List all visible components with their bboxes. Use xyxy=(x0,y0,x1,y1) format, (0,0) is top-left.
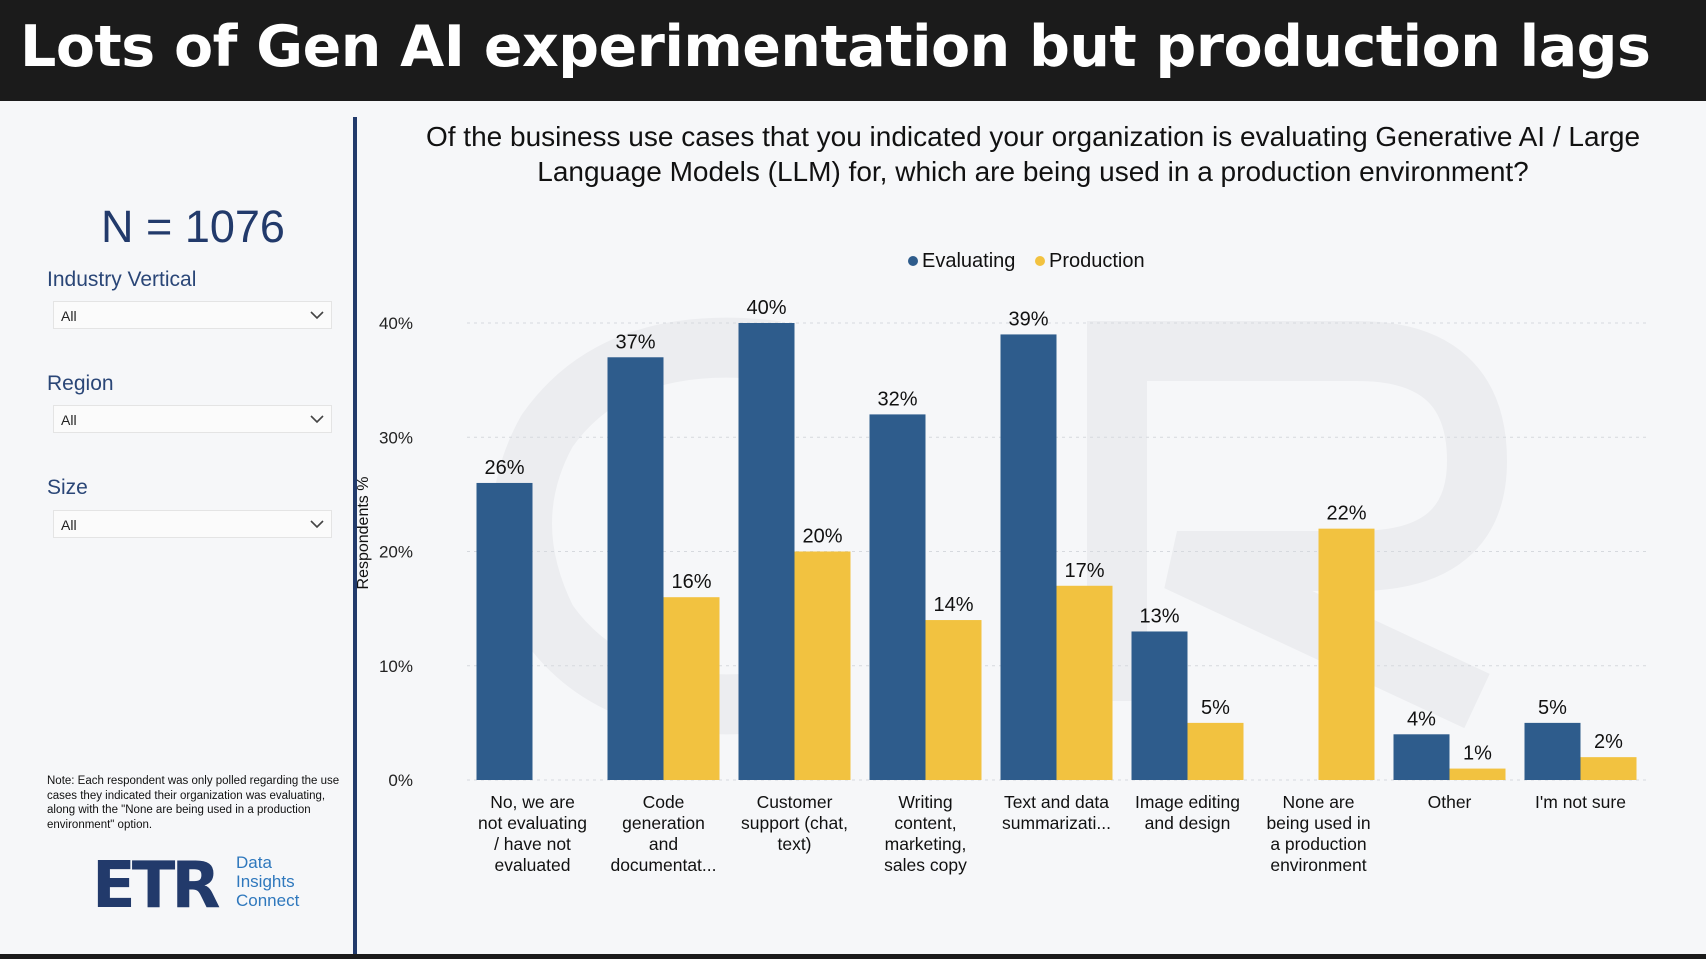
chart-legend: Evaluating Production xyxy=(908,250,1145,272)
chevron-down-icon xyxy=(310,520,324,529)
bar-production xyxy=(1449,768,1506,780)
x-tick-label: Other xyxy=(1428,792,1472,812)
size-dropdown[interactable]: All xyxy=(53,510,332,538)
bar-evaluating xyxy=(1131,631,1188,780)
data-label-production: 17% xyxy=(1064,560,1104,582)
industry-vertical-value: All xyxy=(61,308,77,324)
legend-evaluating-label: Evaluating xyxy=(922,250,1015,272)
x-tick-label: I'm not sure xyxy=(1535,792,1626,812)
x-tick-label: No, we are not evaluating / have not evalua… xyxy=(478,792,587,875)
sample-size-label: N = 1076 xyxy=(101,201,285,252)
y-tick-label: 10% xyxy=(379,657,413,676)
bar-evaluating xyxy=(869,414,926,780)
legend-production-swatch xyxy=(1035,256,1045,266)
y-tick-label: 20% xyxy=(379,543,413,562)
bar-chart: 0% 10% 20% 30% 40% 26% 37% 16% 40% 20% 32% 14% 39% 1… xyxy=(357,250,1646,875)
x-tick-label: Writing content, marketing, sales copy xyxy=(884,792,967,875)
data-label-evaluating: 13% xyxy=(1139,605,1179,627)
data-label-production: 1% xyxy=(1463,743,1492,765)
logo-line-insights: Insights xyxy=(236,872,295,891)
data-label-evaluating: 4% xyxy=(1407,708,1436,730)
y-tick-label: 40% xyxy=(379,314,413,333)
y-tick-label: 30% xyxy=(379,428,413,447)
region-label: Region xyxy=(47,372,114,395)
chevron-down-icon xyxy=(310,415,324,424)
logo-mark: ETR xyxy=(92,851,219,921)
size-value: All xyxy=(61,517,77,533)
title-banner: Lots of Gen AI experimentation but produ… xyxy=(0,0,1706,101)
bar-evaluating xyxy=(1524,722,1581,780)
bar-production xyxy=(794,551,851,780)
y-tick-label: 0% xyxy=(388,771,413,790)
x-tick-label: None are being used in a production environ… xyxy=(1266,792,1370,875)
etr-logo: ETR xyxy=(92,851,223,921)
bar-production xyxy=(1187,722,1244,780)
region-value: All xyxy=(61,412,77,428)
logo-line-connect: Connect xyxy=(236,891,300,910)
data-label-evaluating: 5% xyxy=(1538,697,1567,719)
industry-vertical-dropdown[interactable]: All xyxy=(53,301,332,329)
size-label: Size xyxy=(47,476,88,499)
data-label-production: 16% xyxy=(671,571,711,593)
legend-evaluating-swatch xyxy=(908,256,918,266)
data-label-evaluating: 26% xyxy=(484,457,524,479)
x-tick-label: Image editing and design xyxy=(1135,792,1240,833)
bar-production xyxy=(1580,757,1637,780)
data-label-production: 5% xyxy=(1201,697,1230,719)
slide-title: Lots of Gen AI experimentation but produ… xyxy=(20,14,1651,80)
bar-evaluating xyxy=(1393,734,1450,780)
logo-line-data: Data xyxy=(236,853,272,872)
methodology-note: Note: Each respondent was only polled re… xyxy=(47,775,340,831)
industry-vertical-label: Industry Vertical xyxy=(47,268,197,291)
bar-evaluating xyxy=(607,357,664,780)
bar-production xyxy=(1056,585,1113,780)
legend-production-label: Production xyxy=(1049,250,1145,272)
data-label-evaluating: 39% xyxy=(1008,308,1048,330)
bar-evaluating xyxy=(738,323,795,780)
x-tick-label: Customer support (chat, text) xyxy=(741,792,848,854)
data-label-evaluating: 37% xyxy=(615,331,655,353)
bar-production xyxy=(663,597,720,780)
data-label-production: 20% xyxy=(802,526,842,548)
y-axis-label: Respondents % xyxy=(357,477,372,590)
data-label-evaluating: 32% xyxy=(877,388,917,410)
chevron-down-icon xyxy=(310,311,324,320)
panel-divider xyxy=(353,117,357,954)
filter-panel: N = 1076 Industry Vertical All Region Al… xyxy=(0,101,352,954)
logo-subtitle: Data Insights Connect xyxy=(236,853,299,910)
region-dropdown[interactable]: All xyxy=(53,405,332,433)
chart-title: Of the business use cases that you indic… xyxy=(425,121,1641,187)
x-tick-label: Text and data summarizati... xyxy=(1002,792,1111,833)
data-label-production: 14% xyxy=(933,594,973,616)
x-tick-label: Code generation and documentat... xyxy=(610,792,716,875)
bar-production xyxy=(925,620,982,780)
bar-production xyxy=(1318,528,1375,780)
data-label-evaluating: 40% xyxy=(746,297,786,319)
data-label-production: 2% xyxy=(1594,731,1623,753)
bar-evaluating xyxy=(1000,334,1057,780)
slide-body: N = 1076 Industry Vertical All Region Al… xyxy=(0,101,1706,954)
bar-evaluating xyxy=(476,482,533,780)
data-label-production: 22% xyxy=(1326,503,1366,525)
